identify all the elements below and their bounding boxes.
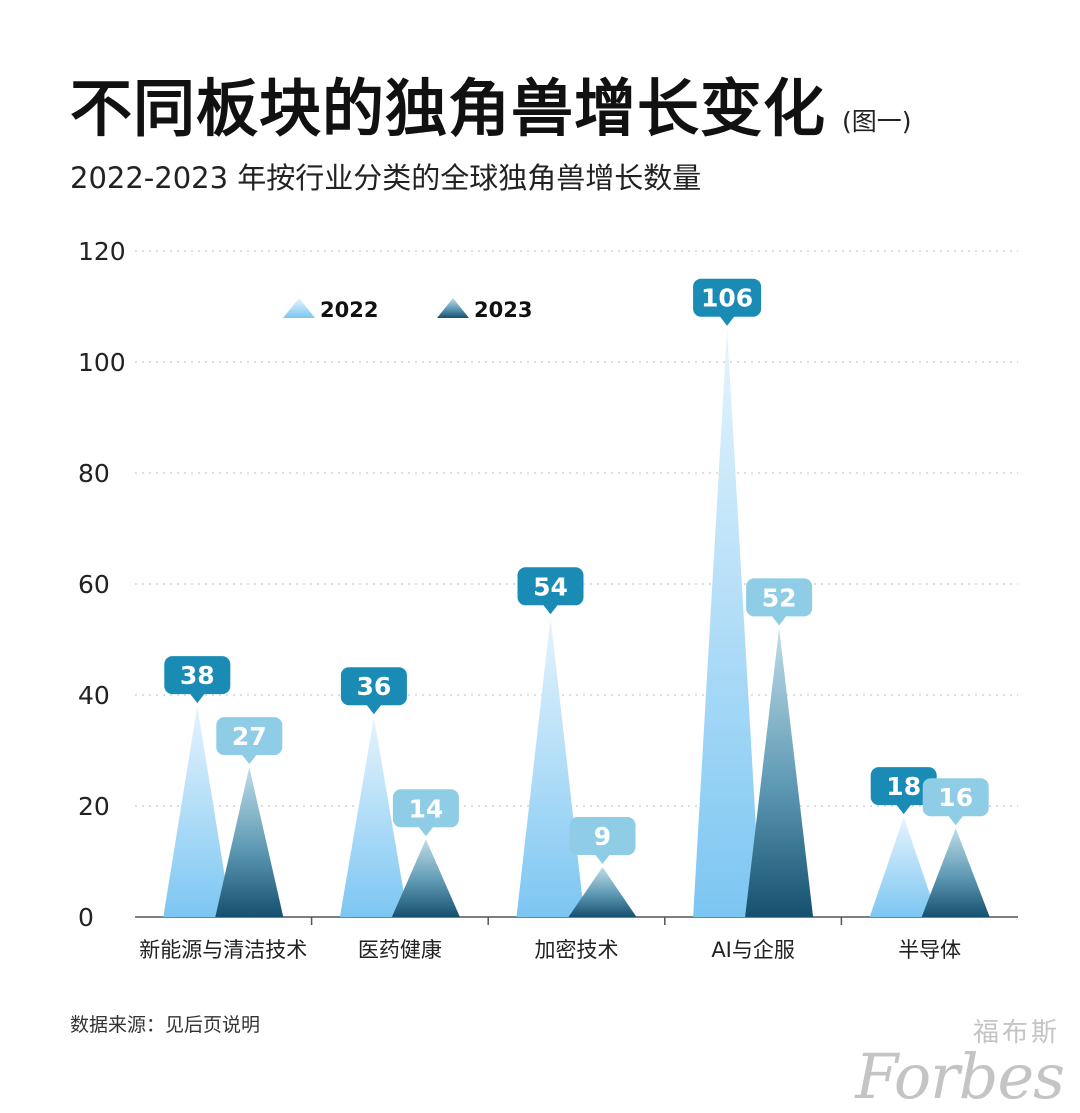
data-label: 38 bbox=[180, 661, 215, 690]
triangle-bar-2023 bbox=[568, 867, 637, 917]
x-tick-label: 半导体 bbox=[898, 938, 961, 962]
x-tick-label: AI与企服 bbox=[711, 938, 795, 962]
y-tick-label: 120 bbox=[78, 237, 126, 266]
value-callout bbox=[746, 578, 813, 626]
watermark-en: Forbes bbox=[855, 1040, 1065, 1113]
title-row: 不同板块的独角兽增长变化 (图一) bbox=[70, 58, 912, 148]
triangle-bar-2023 bbox=[745, 628, 814, 917]
data-label: 52 bbox=[762, 583, 797, 612]
data-label: 106 bbox=[701, 284, 753, 313]
data-label: 18 bbox=[886, 772, 921, 801]
value-callout bbox=[164, 656, 231, 704]
data-label: 9 bbox=[594, 822, 611, 851]
y-tick-label: 40 bbox=[78, 681, 110, 710]
triangle-bar-2023 bbox=[215, 767, 284, 917]
data-source-note: 数据来源：见后页说明 bbox=[70, 1014, 261, 1036]
triangle-bar-2023 bbox=[921, 828, 990, 917]
x-tick-label: 加密技术 bbox=[535, 938, 619, 962]
legend-label: 2022 bbox=[320, 298, 378, 322]
chart-subtitle: 2022-2023 年按行业分类的全球独角兽增长数量 bbox=[70, 161, 702, 195]
page-title: 不同板块的独角兽增长变化 bbox=[70, 72, 827, 145]
triangle-bar-2022 bbox=[869, 817, 938, 917]
legend-label: 2023 bbox=[474, 298, 532, 322]
value-callout bbox=[517, 567, 584, 615]
triangle-bar-2022 bbox=[693, 328, 762, 917]
forbes-watermark: 福布斯 Forbes bbox=[855, 1012, 1065, 1113]
legend-swatch-2022 bbox=[283, 298, 315, 318]
value-callout bbox=[569, 817, 636, 865]
x-tick-label: 医药健康 bbox=[358, 938, 442, 962]
value-callout bbox=[216, 717, 283, 765]
y-tick-label: 80 bbox=[78, 459, 110, 488]
data-label: 14 bbox=[409, 794, 444, 823]
data-label: 27 bbox=[232, 722, 267, 751]
y-tick-label: 60 bbox=[78, 570, 110, 599]
figure-number: (图一) bbox=[842, 107, 912, 136]
value-callout bbox=[693, 278, 762, 326]
y-tick-label: 20 bbox=[78, 792, 110, 821]
triangle-bar-2022 bbox=[339, 717, 408, 917]
y-tick-label: 0 bbox=[78, 903, 94, 932]
value-callout bbox=[922, 778, 989, 826]
y-tick-label: 100 bbox=[78, 348, 126, 377]
value-callout bbox=[340, 667, 407, 715]
legend-swatch-2023 bbox=[437, 298, 469, 318]
watermark-cn: 福布斯 bbox=[972, 1018, 1060, 1048]
data-label: 36 bbox=[357, 672, 392, 701]
triangle-bar-2022 bbox=[163, 706, 232, 917]
data-label: 16 bbox=[938, 783, 973, 812]
x-tick-label: 新能源与清洁技术 bbox=[139, 938, 307, 962]
triangle-bar-2022 bbox=[516, 617, 585, 917]
triangle-bar-2023 bbox=[391, 839, 460, 917]
value-callout bbox=[392, 789, 459, 837]
data-label: 54 bbox=[533, 572, 568, 601]
value-callout bbox=[870, 767, 937, 815]
